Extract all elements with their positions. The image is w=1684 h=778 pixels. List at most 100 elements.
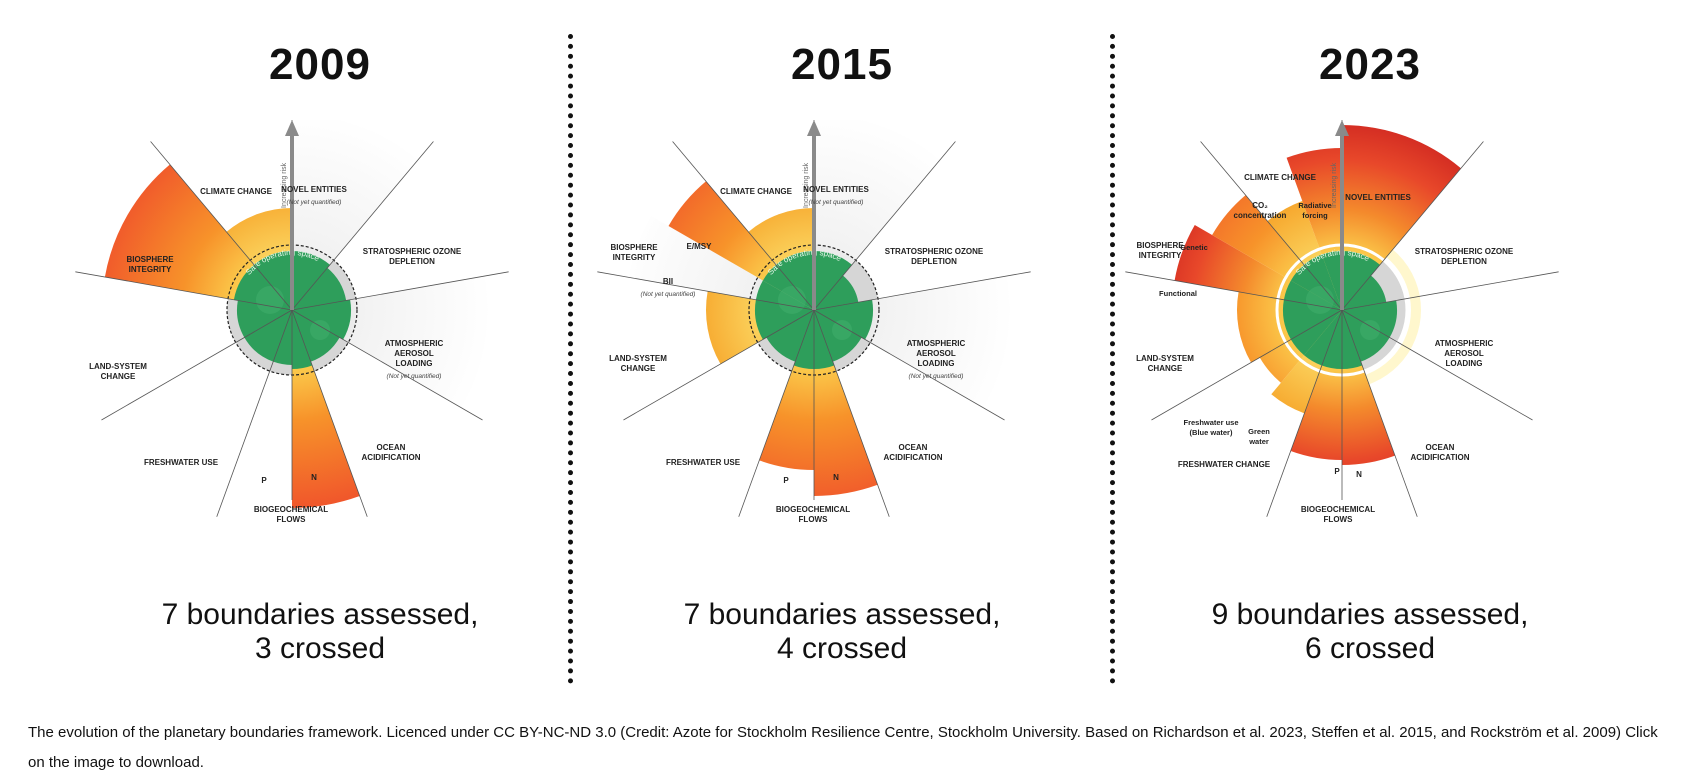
boundary-spoke bbox=[1341, 309, 1533, 421]
risk-label: Increasing risk bbox=[1331, 162, 1338, 208]
dotted-divider bbox=[1110, 34, 1115, 684]
boundary-label: BIOGEOCHEMICAL FLOWS bbox=[1301, 505, 1375, 524]
boundary-spoke bbox=[150, 141, 293, 311]
globe-land bbox=[778, 286, 806, 314]
boundary-label: BII bbox=[663, 277, 673, 286]
aerosol-sector-safe bbox=[292, 299, 352, 340]
boundary-label: CLIMATE CHANGE bbox=[1244, 173, 1317, 182]
boundary-label: LAND-SYSTEM CHANGE bbox=[1136, 354, 1194, 373]
boundary-label: BIOGEOCHEMICAL FLOWS bbox=[254, 505, 328, 524]
boundary-label: CLIMATE CHANGE bbox=[720, 187, 793, 196]
boundary-label: STRATOSPHERIC OZONE DEPLETION bbox=[363, 247, 462, 266]
boundary-label: Radiative forcing bbox=[1298, 201, 1331, 220]
boundary-label: FRESHWATER USE bbox=[666, 458, 741, 467]
ozone-sector-safe bbox=[292, 267, 347, 310]
summary-crossed: 6 crossed bbox=[1304, 632, 1436, 665]
boundary-note: (Not yet quantified) bbox=[809, 199, 864, 206]
aerosol-sector-safe bbox=[1342, 300, 1397, 338]
boundary-label: ATMOSPHERIC AEROSOL LOADING bbox=[907, 339, 966, 368]
boundary-spoke bbox=[1125, 271, 1343, 311]
boundary-label: P bbox=[261, 476, 267, 485]
boundary-label: OCEAN ACIDIFICATION bbox=[1411, 443, 1470, 462]
risk-label: Increasing risk bbox=[281, 162, 288, 208]
ozone-sector-safe bbox=[814, 275, 859, 310]
biosphere-sector bbox=[104, 164, 292, 310]
green-water-sector-safe bbox=[1290, 310, 1342, 356]
boundary-spoke bbox=[813, 141, 956, 311]
ozone-sector-safe bbox=[1342, 275, 1387, 310]
boundary-label: NOVEL ENTITIES bbox=[281, 185, 347, 194]
boundary-label: FRESHWATER USE bbox=[144, 458, 219, 467]
summary-assessed: 7 boundaries assessed, bbox=[161, 598, 479, 631]
boundary-spoke bbox=[101, 309, 293, 421]
panel-summary: 9 boundaries assessed, 6 crossed bbox=[1110, 598, 1630, 666]
globe-land bbox=[1306, 286, 1334, 314]
boundary-spoke bbox=[216, 309, 293, 517]
boundary-label: Green water bbox=[1248, 427, 1270, 446]
boundary-spoke bbox=[813, 309, 890, 517]
boundary-label: NOVEL ENTITIES bbox=[803, 185, 869, 194]
globe-land bbox=[256, 286, 284, 314]
boundary-label: E/MSY bbox=[687, 242, 713, 251]
boundary-label: N bbox=[1356, 470, 1362, 479]
boundary-spoke bbox=[1341, 271, 1559, 311]
boundary-spoke bbox=[623, 309, 815, 421]
boundary-spoke bbox=[738, 309, 815, 517]
boundary-label: ATMOSPHERIC AEROSOL LOADING bbox=[385, 339, 444, 368]
boundary-spoke bbox=[672, 141, 815, 311]
boundary-spoke bbox=[1151, 309, 1343, 421]
novel-entities-sector-safe bbox=[1342, 251, 1380, 310]
boundary-label: NOVEL ENTITIES bbox=[1345, 193, 1411, 202]
panel-year: 2009 bbox=[269, 40, 371, 89]
boundary-note: (Not yet quantified) bbox=[387, 373, 442, 380]
boundary-label: BIOGEOCHEMICAL FLOWS bbox=[776, 505, 850, 524]
boundary-spoke bbox=[291, 309, 483, 421]
panel-year: 2023 bbox=[1319, 40, 1421, 89]
boundary-label: LAND-SYSTEM CHANGE bbox=[609, 354, 667, 373]
freshwater-sector-safe bbox=[766, 310, 814, 362]
boundary-label: BIOSPHERE INTEGRITY bbox=[126, 255, 174, 274]
boundary-spoke bbox=[291, 141, 434, 311]
boundary-note: (Not yet quantified) bbox=[909, 373, 964, 380]
panel-summary: 7 boundaries assessed, 4 crossed bbox=[582, 598, 1102, 666]
risk-arrow-head bbox=[285, 120, 299, 136]
boundary-spoke bbox=[813, 309, 1005, 421]
boundary-spoke bbox=[75, 271, 293, 311]
boundary-note: (Not yet quantified) bbox=[641, 291, 696, 298]
globe-land bbox=[310, 320, 330, 340]
panel-summary: 7 boundaries assessed, 3 crossed bbox=[60, 598, 580, 666]
boundary-label: STRATOSPHERIC OZONE DEPLETION bbox=[1415, 247, 1514, 266]
panel-year: 2015 bbox=[791, 40, 893, 89]
boundary-label: LAND-SYSTEM CHANGE bbox=[89, 362, 147, 381]
boundary-spoke bbox=[1266, 309, 1343, 517]
summary-assessed: 9 boundaries assessed, bbox=[1211, 598, 1529, 631]
boundary-label: FRESHWATER CHANGE bbox=[1178, 460, 1271, 469]
summary-assessed: 7 boundaries assessed, bbox=[683, 598, 1001, 631]
boundary-spoke bbox=[291, 271, 509, 311]
boundary-label: BIOSPHERE INTEGRITY bbox=[1136, 241, 1184, 260]
boundary-label: OCEAN ACIDIFICATION bbox=[362, 443, 421, 462]
boundary-spoke bbox=[1341, 309, 1418, 517]
globe-land bbox=[832, 320, 852, 340]
risk-label: Increasing risk bbox=[803, 162, 810, 208]
novel-entities-sector-safe bbox=[292, 251, 330, 310]
boundary-label: CLIMATE CHANGE bbox=[200, 187, 273, 196]
summary-crossed: 3 crossed bbox=[254, 632, 386, 665]
boundary-spoke bbox=[813, 271, 1031, 311]
novel-entities-sector-safe bbox=[814, 251, 852, 310]
boundary-label: BIOSPHERE INTEGRITY bbox=[610, 243, 658, 262]
boundary-label: N bbox=[833, 473, 839, 482]
boundary-spoke bbox=[291, 309, 368, 517]
boundary-spoke bbox=[597, 271, 815, 311]
boundary-label: Genetic bbox=[1180, 243, 1208, 252]
boundary-label: STRATOSPHERIC OZONE DEPLETION bbox=[885, 247, 984, 266]
boundary-label: CO₂ concentration bbox=[1234, 201, 1287, 220]
boundary-label: P bbox=[783, 476, 789, 485]
boundary-label: Freshwater use (Blue water) bbox=[1183, 418, 1238, 437]
